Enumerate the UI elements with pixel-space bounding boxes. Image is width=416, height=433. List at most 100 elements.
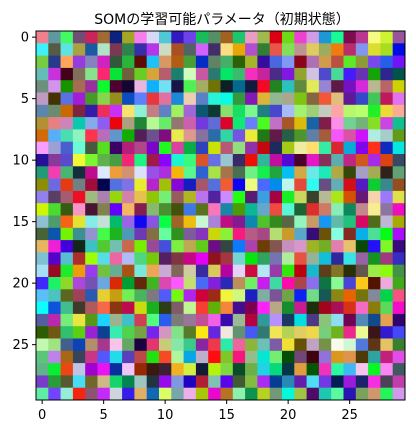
heatmap-cell	[368, 154, 381, 167]
heatmap-cell	[331, 215, 344, 229]
x-tick-label: 5	[100, 408, 108, 423]
heatmap-cell	[232, 43, 246, 56]
heatmap-cell	[380, 67, 394, 81]
heatmap-cell	[85, 338, 98, 352]
heatmap-cell	[146, 190, 160, 204]
heatmap-cell	[245, 92, 258, 106]
heatmap-cell	[60, 80, 74, 93]
heatmap-cell	[146, 117, 160, 130]
heatmap-cell	[318, 363, 332, 376]
heatmap-cell	[60, 117, 74, 130]
heatmap-cell	[282, 154, 295, 167]
heatmap-cell	[368, 190, 381, 204]
heatmap-cell	[245, 178, 258, 192]
heatmap-cell	[331, 203, 344, 216]
heatmap-cell	[380, 31, 394, 44]
heatmap-cell	[134, 203, 148, 216]
heatmap-cell	[208, 215, 221, 229]
heatmap-cell	[392, 240, 406, 253]
heatmap-cell	[257, 227, 271, 241]
heatmap-cell	[282, 190, 295, 204]
heatmap-cell	[269, 166, 283, 179]
heatmap-cell	[257, 31, 271, 44]
heatmap-cell	[232, 240, 246, 253]
heatmap-cell	[72, 240, 86, 253]
heatmap-cell	[331, 190, 344, 204]
heatmap-cell	[355, 338, 369, 352]
heatmap-cell	[146, 31, 160, 44]
heatmap-cell	[269, 43, 283, 56]
heatmap-cell	[392, 215, 406, 229]
heatmap-cell	[368, 178, 381, 192]
heatmap-cell	[97, 190, 111, 204]
x-tick-label: 25	[341, 408, 358, 423]
heatmap-cell	[257, 215, 271, 229]
heatmap-cell	[159, 387, 172, 401]
heatmap-cell	[48, 264, 61, 278]
heatmap-cell	[109, 338, 123, 352]
heatmap-cell	[232, 31, 246, 44]
heatmap-cell	[60, 277, 74, 290]
heatmap-cell	[146, 178, 160, 192]
heatmap-cell	[343, 227, 357, 241]
heatmap-cell	[97, 92, 111, 106]
heatmap-cell	[220, 154, 234, 167]
heatmap-cell	[269, 375, 283, 389]
heatmap-cell	[220, 31, 234, 44]
heatmap-cell	[257, 203, 271, 216]
heatmap-cell	[72, 350, 86, 364]
heatmap-cell	[257, 301, 271, 315]
heatmap-cell	[36, 350, 49, 364]
heatmap-cell	[208, 264, 221, 278]
heatmap-cell	[85, 252, 98, 266]
heatmap-cell	[85, 43, 98, 56]
heatmap-cell	[294, 141, 307, 155]
heatmap-cell	[269, 301, 283, 315]
heatmap-cell	[318, 190, 332, 204]
heatmap-cell	[122, 215, 135, 229]
x-tick-label: 10	[157, 408, 174, 423]
heatmap-cell	[392, 326, 406, 339]
heatmap-cell	[269, 387, 283, 401]
heatmap-cell	[392, 375, 406, 389]
heatmap-cell	[208, 154, 221, 167]
heatmap-cell	[318, 289, 332, 302]
heatmap-cell	[122, 301, 135, 315]
heatmap-cell	[122, 203, 135, 216]
heatmap-cell	[245, 104, 258, 118]
heatmap-cell	[392, 363, 406, 376]
heatmap-cell	[220, 252, 234, 266]
heatmap-cell	[257, 178, 271, 192]
heatmap-cell	[60, 252, 74, 266]
heatmap-cell	[232, 227, 246, 241]
heatmap-cell	[208, 375, 221, 389]
heatmap-cell	[146, 154, 160, 167]
heatmap-cell	[294, 277, 307, 290]
heatmap-cell	[294, 190, 307, 204]
heatmap-cell	[109, 67, 123, 81]
heatmap-cell	[85, 375, 98, 389]
heatmap-cell	[36, 264, 49, 278]
heatmap-cell	[257, 350, 271, 364]
heatmap-cell	[85, 203, 98, 216]
heatmap-cell	[245, 350, 258, 364]
heatmap-cell	[343, 129, 357, 143]
heatmap-cell	[159, 92, 172, 106]
heatmap-cell	[146, 363, 160, 376]
heatmap-cell	[122, 190, 135, 204]
heatmap-cell	[109, 227, 123, 241]
heatmap-cell	[48, 289, 61, 302]
heatmap-cell	[60, 264, 74, 278]
heatmap-cell	[195, 92, 209, 106]
heatmap-cell	[282, 67, 295, 81]
heatmap-cell	[134, 215, 148, 229]
heatmap-cell	[392, 154, 406, 167]
heatmap-cell	[269, 363, 283, 376]
heatmap-cell	[294, 326, 307, 339]
heatmap-cell	[208, 338, 221, 352]
heatmap-cell	[60, 43, 74, 56]
heatmap-cell	[232, 350, 246, 364]
heatmap-cell	[85, 55, 98, 69]
heatmap-cell	[331, 350, 344, 364]
heatmap-cell	[183, 215, 197, 229]
